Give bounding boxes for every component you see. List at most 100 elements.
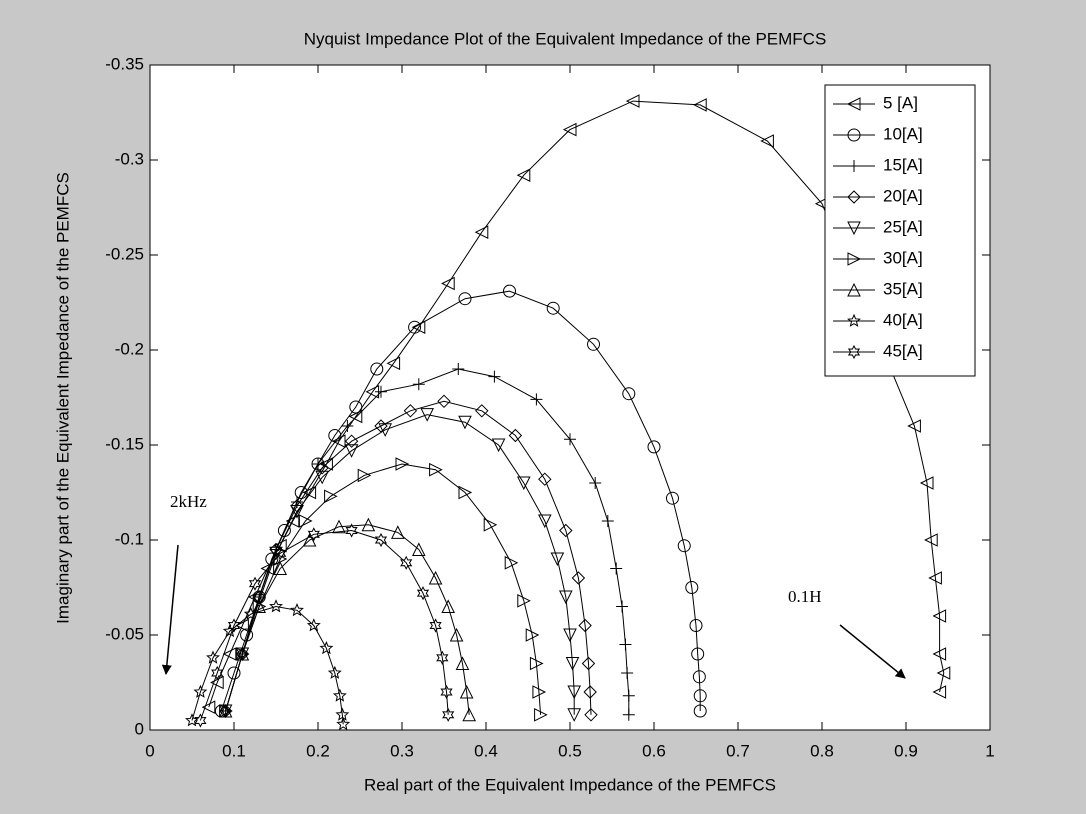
marker — [907, 419, 921, 433]
marker — [847, 252, 862, 266]
marker — [357, 468, 372, 483]
x-tick-label: 0.6 — [642, 741, 666, 760]
marker — [375, 385, 387, 398]
marker — [449, 627, 464, 642]
marker — [361, 517, 376, 532]
marker — [503, 284, 517, 298]
marker — [529, 656, 544, 671]
marker — [440, 684, 453, 700]
marker — [344, 434, 359, 448]
legend-label: 25[A] — [883, 217, 923, 236]
marker — [532, 685, 547, 699]
marker — [319, 457, 333, 471]
marker — [374, 532, 388, 548]
marker — [621, 667, 634, 679]
marker — [306, 618, 321, 632]
marker — [504, 555, 519, 570]
marker — [622, 708, 635, 721]
y-tick-label: -0.15 — [105, 434, 144, 453]
marker — [240, 628, 254, 642]
marker — [622, 387, 636, 401]
marker — [589, 477, 602, 489]
marker — [315, 461, 329, 475]
marker — [693, 98, 707, 112]
marker — [277, 524, 291, 537]
marker — [546, 301, 560, 315]
marker — [324, 489, 338, 504]
marker — [685, 581, 699, 594]
marker — [564, 433, 576, 446]
marker — [248, 576, 262, 591]
marker — [932, 685, 947, 699]
marker — [474, 225, 489, 240]
marker — [227, 666, 241, 680]
marker — [269, 599, 283, 613]
y-tick-label: -0.25 — [105, 244, 144, 263]
x-tick-label: 0 — [145, 741, 154, 760]
x-tick-label: 0.9 — [894, 741, 918, 760]
marker — [581, 656, 596, 671]
marker — [932, 609, 947, 623]
series-line — [225, 463, 542, 715]
marker — [269, 546, 283, 561]
marker — [491, 438, 506, 453]
annotation-arrow — [161, 544, 179, 675]
series-line — [225, 524, 470, 715]
marker — [692, 670, 706, 684]
marker — [647, 440, 661, 454]
marker — [610, 562, 623, 575]
marker — [408, 320, 422, 334]
marker — [319, 640, 334, 655]
marker — [508, 428, 523, 443]
marker — [538, 472, 552, 486]
marker — [516, 168, 531, 183]
marker — [691, 647, 705, 661]
marker — [559, 523, 573, 538]
legend-label: 5 [A] — [883, 93, 918, 112]
marker — [194, 713, 207, 728]
marker — [332, 688, 347, 702]
x-tick-label: 0.7 — [726, 741, 750, 760]
legend: 5 [A] 10[A] 15[A] 20[A] 25[A] 30[A] 35[A] 40[A]… — [824, 84, 976, 377]
y-tick-label: -0.05 — [105, 624, 144, 643]
marker — [441, 276, 455, 291]
marker — [534, 707, 548, 722]
legend-label: 15[A] — [883, 155, 923, 174]
legend-label: 10[A] — [883, 124, 923, 143]
marker — [395, 457, 410, 471]
y-tick-label: 0 — [135, 719, 144, 738]
marker — [302, 485, 317, 500]
x-tick-label: 0.1 — [222, 741, 246, 760]
marker — [689, 619, 703, 632]
marker — [345, 523, 358, 538]
marker — [847, 282, 861, 297]
chart-title: Nyquist Impedance Plot of the Equivalent… — [304, 29, 827, 48]
marker — [437, 394, 451, 409]
marker — [475, 404, 489, 418]
marker — [459, 684, 474, 699]
marker — [932, 647, 947, 661]
marker — [193, 684, 208, 698]
legend-label: 40[A] — [883, 310, 923, 329]
marker — [411, 542, 426, 556]
marker — [558, 590, 573, 605]
marker — [370, 362, 384, 376]
marker — [235, 647, 250, 661]
series-line — [225, 414, 575, 715]
x-tick-label: 0.4 — [474, 741, 498, 760]
marker — [847, 190, 861, 204]
marker — [273, 538, 287, 553]
x-axis-label: Real part of the Equivalent Impedance of… — [364, 775, 776, 794]
x-tick-label: 0.8 — [810, 741, 834, 760]
marker — [847, 344, 861, 360]
marker — [428, 570, 443, 585]
x-tick-label: 0.2 — [306, 741, 330, 760]
x-tick-label: 0.3 — [390, 741, 414, 760]
marker — [328, 429, 342, 442]
marker — [928, 571, 942, 585]
marker — [201, 700, 216, 715]
marker — [693, 689, 707, 703]
marker — [622, 689, 635, 702]
marker — [327, 665, 342, 679]
